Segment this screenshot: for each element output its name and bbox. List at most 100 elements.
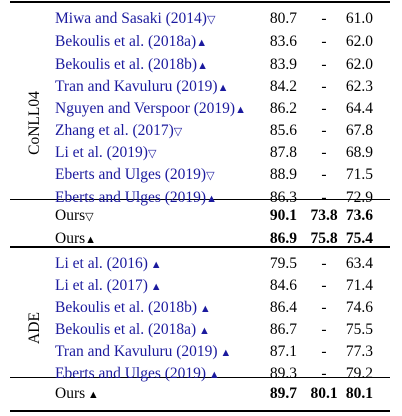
setting-marker-icon: ▲ bbox=[217, 347, 232, 359]
score-cell-c1: 88.9 bbox=[269, 166, 297, 183]
score-cell-c3: 75.4 bbox=[345, 230, 373, 247]
section-label-ade: ADE bbox=[26, 312, 43, 344]
method-citation[interactable]: Eberts and Ulges (2019) bbox=[55, 189, 207, 206]
setting-marker-icon: ▽ bbox=[173, 126, 183, 138]
method-citation[interactable]: Tran and Kavuluru (2019) bbox=[55, 343, 218, 360]
score-cell-c1: 80.7 bbox=[269, 10, 297, 27]
score-cell-c2: 73.8 bbox=[310, 207, 338, 224]
score-cell-c2: - bbox=[321, 166, 327, 183]
score-cell-c2: - bbox=[321, 277, 327, 294]
method-citation[interactable]: Bekoulis et al. (2018b) bbox=[55, 299, 198, 316]
method-cell: Eberts and Ulges (2019) ▲ bbox=[55, 364, 220, 385]
score-cell-c1: 90.1 bbox=[269, 207, 297, 224]
score-cell-c2: - bbox=[321, 299, 327, 316]
score-cell-c3: 68.9 bbox=[345, 144, 373, 161]
score-cell-c2: - bbox=[321, 78, 327, 95]
score-cell-c1: 89.7 bbox=[269, 385, 297, 402]
method-cell: Ours▽ bbox=[55, 206, 94, 227]
method-citation[interactable]: Tran and Kavuluru (2019) bbox=[55, 78, 218, 95]
setting-marker-icon: ▽ bbox=[85, 211, 94, 223]
score-cell-c1: 86.2 bbox=[269, 100, 297, 117]
method-citation[interactable]: Zhang et al. (2017) bbox=[55, 122, 174, 139]
method-cell: Ours▲ bbox=[55, 229, 96, 250]
score-cell-c3: 72.9 bbox=[345, 189, 373, 206]
score-cell-c1: 86.4 bbox=[269, 299, 297, 316]
score-cell-c3: 74.6 bbox=[345, 299, 373, 316]
score-cell-c3: 71.5 bbox=[345, 166, 373, 183]
method-cell: Tran and Kavuluru (2019)▲ bbox=[55, 77, 228, 98]
setting-marker-icon: ▲ bbox=[206, 369, 220, 381]
method-cell: Bekoulis et al. (2018b) ▲ bbox=[55, 298, 211, 319]
setting-marker-icon: ▲ bbox=[197, 303, 211, 315]
score-cell-c1: 87.1 bbox=[269, 343, 297, 360]
score-cell-c3: 62.3 bbox=[345, 78, 373, 95]
score-cell-c1: 86.3 bbox=[269, 189, 297, 206]
setting-marker-icon: ▲ bbox=[217, 82, 229, 94]
score-cell-c2: 75.8 bbox=[310, 230, 338, 247]
setting-marker-icon: ▲ bbox=[196, 37, 208, 49]
score-cell-c3: 73.6 bbox=[345, 207, 373, 224]
setting-marker-icon: ▲ bbox=[206, 193, 217, 205]
method-cell: Eberts and Ulges (2019)▲ bbox=[55, 188, 217, 209]
score-cell-c3: 67.8 bbox=[345, 122, 373, 139]
method-name: Ours bbox=[55, 385, 86, 402]
method-cell: Li et al. (2019)▽ bbox=[55, 143, 156, 164]
score-cell-c2: - bbox=[321, 10, 327, 27]
score-cell-c3: 63.4 bbox=[345, 255, 373, 272]
method-name: Ours bbox=[55, 207, 86, 224]
method-cell: Li et al. (2017) ▲ bbox=[55, 276, 162, 297]
method-cell: Li et al. (2016) ▲ bbox=[55, 254, 162, 275]
method-citation[interactable]: Eberts and Ulges (2019) bbox=[55, 365, 207, 382]
setting-marker-icon: ▲ bbox=[147, 281, 162, 293]
score-cell-c1: 87.8 bbox=[269, 144, 297, 161]
setting-marker-icon: ▲ bbox=[196, 325, 210, 337]
score-cell-c3: 79.2 bbox=[345, 365, 373, 382]
score-cell-c2: - bbox=[321, 33, 327, 50]
method-citation[interactable]: Nguyen and Verspoor (2019) bbox=[55, 100, 236, 117]
score-cell-c2: - bbox=[321, 365, 327, 382]
method-cell: Nguyen and Verspoor (2019)▲ bbox=[55, 99, 246, 120]
section-label-conll04: CoNLL04 bbox=[26, 91, 43, 155]
setting-marker-icon: ▲ bbox=[85, 234, 97, 246]
method-citation[interactable]: Li et al. (2017) bbox=[55, 277, 148, 294]
setting-marker-icon: ▲ bbox=[235, 104, 246, 116]
method-cell: Ours ▲ bbox=[55, 384, 99, 405]
rule-section-divider bbox=[10, 246, 390, 248]
rule-top-conll04 bbox=[10, 1, 390, 3]
setting-marker-icon: ▲ bbox=[147, 259, 162, 271]
score-cell-c3: 77.3 bbox=[345, 343, 373, 360]
rule-ours-ade bbox=[10, 377, 390, 378]
score-cell-c3: 64.4 bbox=[345, 100, 373, 117]
score-cell-c3: 62.0 bbox=[345, 56, 373, 73]
score-cell-c3: 62.0 bbox=[345, 33, 373, 50]
score-cell-c1: 84.2 bbox=[269, 78, 297, 95]
method-cell: Miwa and Sasaki (2014)▽ bbox=[55, 9, 215, 30]
score-cell-c2: 80.1 bbox=[310, 385, 338, 402]
method-cell: Bekoulis et al. (2018a)▲ bbox=[55, 32, 207, 53]
score-cell-c2: - bbox=[321, 255, 327, 272]
score-cell-c1: 85.6 bbox=[269, 122, 297, 139]
rule-bottom bbox=[10, 410, 390, 412]
setting-marker-icon: ▲ bbox=[85, 389, 99, 401]
method-citation[interactable]: Miwa and Sasaki (2014) bbox=[55, 10, 207, 27]
setting-marker-icon: ▽ bbox=[147, 148, 157, 160]
score-cell-c2: - bbox=[321, 100, 327, 117]
method-cell: Tran and Kavuluru (2019) ▲ bbox=[55, 342, 231, 363]
setting-marker-icon: ▲ bbox=[197, 60, 208, 72]
method-citation[interactable]: Li et al. (2016) bbox=[55, 255, 148, 272]
score-cell-c3: 80.1 bbox=[345, 385, 373, 402]
score-cell-c3: 75.5 bbox=[345, 321, 373, 338]
method-citation[interactable]: Bekoulis et al. (2018a) bbox=[55, 321, 197, 338]
score-cell-c3: 71.4 bbox=[345, 277, 373, 294]
method-cell: Bekoulis et al. (2018a) ▲ bbox=[55, 320, 210, 341]
method-cell: Bekoulis et al. (2018b)▲ bbox=[55, 55, 208, 76]
method-cell: Zhang et al. (2017)▽ bbox=[55, 121, 182, 142]
method-citation[interactable]: Bekoulis et al. (2018b) bbox=[55, 56, 198, 73]
method-citation[interactable]: Bekoulis et al. (2018a) bbox=[55, 33, 197, 50]
score-cell-c2: - bbox=[321, 144, 327, 161]
score-cell-c2: - bbox=[321, 189, 327, 206]
method-name: Ours bbox=[55, 230, 86, 247]
method-citation[interactable]: Eberts and Ulges (2019) bbox=[55, 166, 207, 183]
method-citation[interactable]: Li et al. (2019) bbox=[55, 144, 148, 161]
score-cell-c1: 83.9 bbox=[269, 56, 297, 73]
